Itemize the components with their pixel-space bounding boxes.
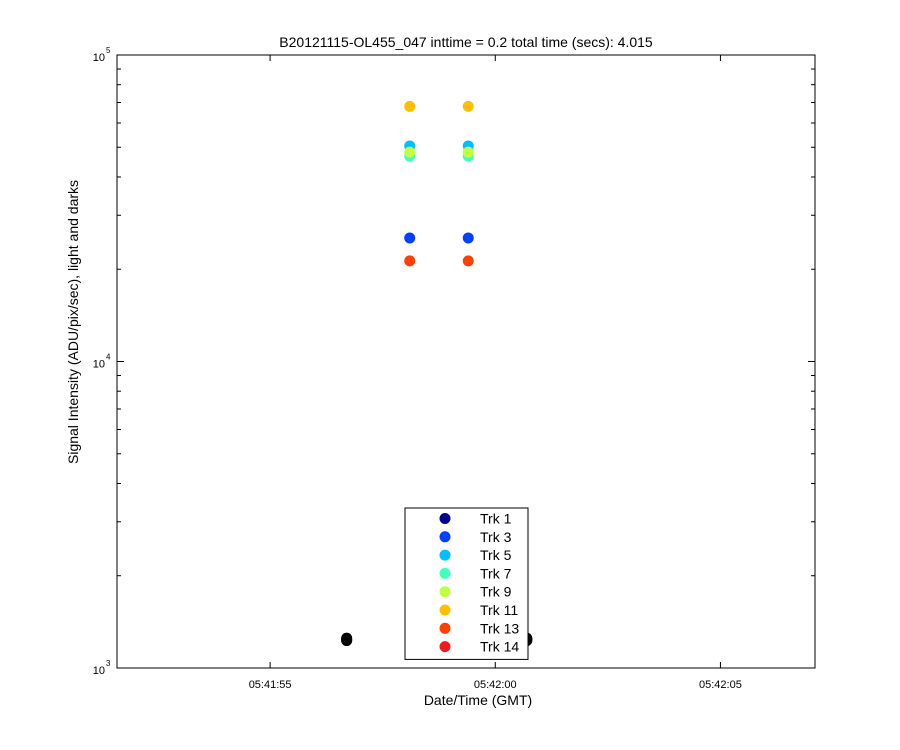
x-tick-label: 05:42:00 [474, 679, 517, 691]
chart-title: B20121115-OL455_047 inttime = 0.2 total … [279, 34, 653, 50]
legend-marker [439, 531, 451, 543]
legend: Trk 1 Trk 3 Trk 5 Trk 7 Trk 9 Trk 11 Trk 13 Trk… [404, 507, 529, 660]
legend-label: Trk 3 [480, 529, 512, 545]
data-point [462, 100, 474, 112]
legend-label: Trk 1 [480, 511, 512, 527]
legend-marker [439, 604, 451, 616]
y-tick-label-exponent: 4 [106, 353, 111, 362]
y-tick-label-exponent: 5 [106, 46, 111, 55]
legend-marker [439, 622, 451, 634]
y-tick-label-base: 10 [93, 359, 105, 371]
data-point [462, 146, 474, 158]
x-tick-label: 05:42:05 [699, 679, 742, 691]
legend-marker [439, 586, 451, 598]
legend-label: Trk 11 [480, 602, 518, 618]
y-tick-label-base: 10 [93, 52, 105, 64]
data-point [404, 255, 416, 267]
data-point [462, 232, 474, 244]
data-point [404, 232, 416, 244]
x-tick-label: 05:41:55 [249, 679, 292, 691]
y-tick-label-exponent: 3 [106, 659, 111, 668]
data-point [404, 100, 416, 112]
legend-label: Trk 13 [480, 620, 519, 636]
dark-data-point [341, 632, 353, 644]
legend-label: Trk 9 [480, 584, 512, 600]
y-tick-label-base: 10 [93, 665, 105, 677]
x-axis-label: Date/Time (GMT) [424, 692, 532, 708]
legend-label: Trk 5 [480, 547, 512, 563]
legend-marker [439, 567, 451, 579]
data-points [341, 100, 533, 646]
legend-label: Trk 14 [480, 639, 519, 655]
legend-marker [439, 641, 451, 653]
legend-marker [439, 513, 451, 524]
legend-label: Trk 7 [480, 565, 512, 581]
legend-marker [439, 549, 451, 561]
data-point [462, 255, 474, 267]
data-point [404, 146, 416, 158]
legend-box [404, 507, 529, 660]
y-axis-label: Signal Intensity (ADU/pix/sec), light an… [65, 180, 81, 464]
